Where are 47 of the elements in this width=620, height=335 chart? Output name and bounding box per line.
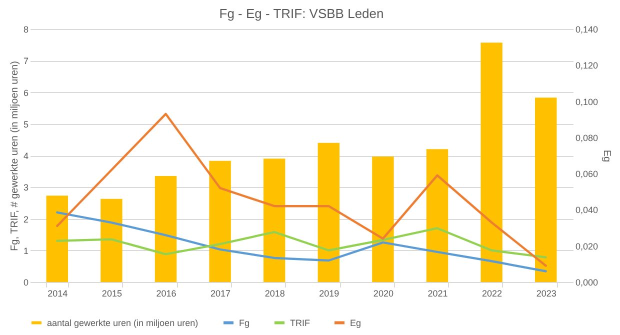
legend-label: aantal gewerkte uren (in miljoen uren) xyxy=(47,318,198,328)
y2-tick-label: 0,040 xyxy=(576,205,598,216)
y-tick-label: 5 xyxy=(23,119,28,130)
legend-label: Fg xyxy=(239,318,250,328)
y-tick-label: 2 xyxy=(23,214,28,224)
y2-tick-label: 0,100 xyxy=(576,96,598,107)
line-series xyxy=(56,227,547,258)
bar xyxy=(534,98,557,282)
y2-tick-label: 0,120 xyxy=(576,60,598,71)
y2-tick-label: 0,020 xyxy=(576,241,598,252)
y-tick-label: 7 xyxy=(23,56,28,66)
y-tick-label: 4 xyxy=(23,151,28,161)
y2-tick-label: 0,080 xyxy=(576,132,598,143)
chart-title: Fg - Eg - TRIF: VSBB Leden xyxy=(219,6,384,21)
legend-label: TRIF xyxy=(290,318,310,328)
legend-label: Eg xyxy=(350,318,362,328)
x-tick-label: 2020 xyxy=(373,288,394,298)
line-series xyxy=(56,211,547,272)
y-tick-label: 8 xyxy=(23,24,28,34)
bar xyxy=(209,160,231,282)
y-tick-label: 0 xyxy=(23,278,28,288)
y2-tick-label: 0,060 xyxy=(576,169,598,180)
line-series xyxy=(56,112,547,267)
x-tick-label: 2014 xyxy=(48,288,68,298)
y2-tick-label: 0,000 xyxy=(576,278,598,288)
x-tick-label: 2016 xyxy=(156,288,176,298)
x-tick-label: 2018 xyxy=(264,288,285,298)
y-tick-label: 3 xyxy=(23,182,28,193)
bar xyxy=(480,42,502,282)
x-tick-label: 2017 xyxy=(210,288,231,298)
y-tick-label: 6 xyxy=(23,88,28,98)
bar xyxy=(100,198,122,282)
x-tick-label: 2015 xyxy=(102,288,122,298)
bar xyxy=(318,142,340,282)
y2-tick-label: 0,140 xyxy=(576,24,598,34)
bar xyxy=(263,158,286,282)
bar xyxy=(154,176,177,282)
y2-axis-title: Eg xyxy=(601,150,612,162)
x-tick-label: 2021 xyxy=(428,288,448,298)
bar xyxy=(426,149,448,282)
x-tick-label: 2023 xyxy=(536,288,556,298)
bar xyxy=(46,196,68,282)
bar xyxy=(372,156,394,282)
x-tick-label: 2022 xyxy=(482,288,502,298)
y-axis-title: Fg, TRIF, # gewerkte uren (in miljoen uren) xyxy=(9,61,20,251)
x-tick-label: 2019 xyxy=(319,288,340,298)
y-tick-label: 1 xyxy=(23,246,28,256)
